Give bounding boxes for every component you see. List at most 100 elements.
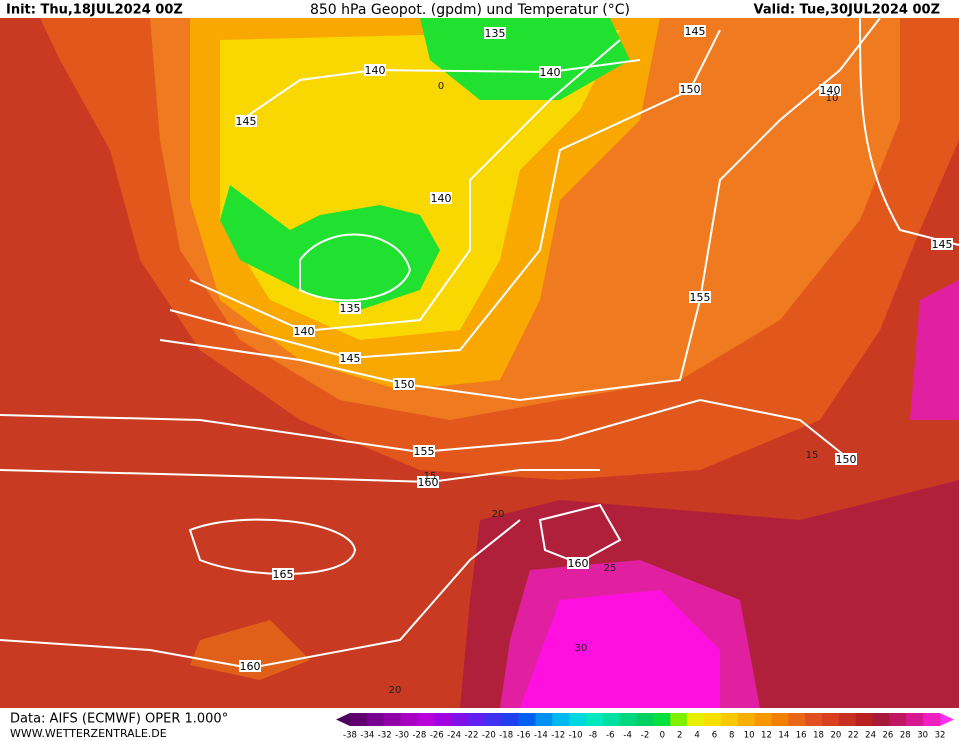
contour-label-box xyxy=(339,352,361,364)
contour-label-box xyxy=(931,238,953,250)
contour-label-box xyxy=(430,192,452,204)
colorbar-label: 14 xyxy=(778,731,789,741)
colorbar-swatch xyxy=(805,713,823,726)
contour-label-box xyxy=(293,325,315,337)
colorbar-swatch xyxy=(451,713,469,726)
contour-label: 160 xyxy=(418,476,439,489)
colorbar-label: -2 xyxy=(641,731,649,741)
contour-label: 145 xyxy=(340,352,361,365)
colorbar-label: -18 xyxy=(499,731,513,741)
contour-label: 140 xyxy=(820,84,841,97)
colorbar-swatch xyxy=(619,713,638,726)
colorbar-label: -30 xyxy=(395,731,409,741)
contour-line xyxy=(0,519,521,670)
contour-label-box xyxy=(567,557,589,569)
colorbar-label: 28 xyxy=(900,731,911,741)
temp-field-atlantic xyxy=(190,620,310,680)
colorbar-swatch xyxy=(569,713,587,726)
colorbar-swatch xyxy=(366,713,385,726)
contour-line xyxy=(859,17,959,246)
colorbar-swatch xyxy=(468,713,486,726)
contour-label-box xyxy=(417,476,439,488)
colorbar-label: 18 xyxy=(813,731,824,741)
colorbar-swatch xyxy=(501,713,520,726)
colorbar-label: 4 xyxy=(694,731,699,741)
contour-line xyxy=(299,233,412,302)
colorbar-label: -20 xyxy=(482,731,496,741)
contour-label: 140 xyxy=(540,66,561,79)
colorbar-swatch xyxy=(788,713,806,726)
contour-line xyxy=(159,17,881,402)
colorbar-swatch xyxy=(872,713,890,726)
colorbar-swatch xyxy=(906,713,924,726)
colorbar-label: -26 xyxy=(430,731,444,741)
colorbar-swatch xyxy=(602,713,621,726)
colorbar-label: 12 xyxy=(761,731,772,741)
contour-line xyxy=(538,503,622,565)
colorbar-swatch xyxy=(670,713,688,726)
contour-label-box xyxy=(364,64,386,76)
colorbar-label: 10 xyxy=(744,731,755,741)
colorbar-label: -16 xyxy=(517,731,531,741)
isotherm-label: 0 xyxy=(438,81,444,92)
contour-label-box xyxy=(835,453,857,465)
colorbar-low-arrow xyxy=(336,713,350,726)
colorbar-label: -28 xyxy=(412,731,426,741)
colorbar-label: 32 xyxy=(935,731,946,741)
colorbar-label: -4 xyxy=(623,731,631,741)
contour-label: 140 xyxy=(431,192,452,205)
colorbar-label: -32 xyxy=(378,731,392,741)
colorbar-swatch xyxy=(720,713,739,726)
colorbar-label: 30 xyxy=(917,731,928,741)
contour-label-box xyxy=(539,66,561,78)
valid-time: Valid: Tue,30JUL2024 00Z xyxy=(753,3,940,18)
website: WWW.WETTERZENTRALE.DE xyxy=(10,727,167,740)
contour-label: 155 xyxy=(690,291,711,304)
contour-label-box xyxy=(239,660,261,672)
colorbar-label: -8 xyxy=(589,731,597,741)
colorbar-swatch xyxy=(855,713,874,726)
contour-label-box xyxy=(679,83,701,95)
contour-label: 135 xyxy=(485,27,506,40)
contour-label: 155 xyxy=(414,445,435,458)
colorbar-label: -24 xyxy=(447,731,461,741)
colorbar-label: 16 xyxy=(796,731,807,741)
colorbar-swatch xyxy=(400,713,418,726)
colorbar-label: 24 xyxy=(865,731,876,741)
contour-label: 150 xyxy=(680,83,701,96)
contour-line xyxy=(0,398,851,461)
contour-label-box xyxy=(413,445,435,457)
contour-label-box xyxy=(272,568,294,580)
colorbar-swatch xyxy=(737,713,756,726)
contour-label-box xyxy=(484,27,506,39)
contour-label: 160 xyxy=(568,557,589,570)
contour-label: 140 xyxy=(294,325,315,338)
colorbar-swatch xyxy=(889,713,907,726)
contour-label: 140 xyxy=(365,64,386,77)
colorbar-swatch xyxy=(636,713,654,726)
colorbar-swatch xyxy=(484,713,503,726)
header-bar xyxy=(0,0,959,18)
colorbar-label: 26 xyxy=(883,731,894,741)
colorbar-label: -10 xyxy=(569,731,583,741)
colorbar-label: -22 xyxy=(465,731,479,741)
colorbar-swatch xyxy=(754,713,772,726)
colorbar-swatch xyxy=(586,713,604,726)
colorbar-swatch xyxy=(417,713,435,726)
contour-label: 145 xyxy=(236,115,257,128)
contour-label-box xyxy=(819,84,841,96)
colorbar-swatch xyxy=(535,713,553,726)
map-title: 850 hPa Geopot. (gpdm) und Temperatur (°… xyxy=(310,2,630,18)
isotherm-label: 20 xyxy=(492,509,505,520)
colorbar-label: -38 xyxy=(343,731,357,741)
colorbar-high-arrow xyxy=(940,713,954,726)
isotherm-label: 30 xyxy=(575,643,588,654)
temp-field-extreme xyxy=(520,590,720,708)
contour-label: 150 xyxy=(394,378,415,391)
isotherm-label: 25 xyxy=(604,563,617,574)
colorbar-label: 8 xyxy=(729,731,734,741)
contour-label-box xyxy=(339,302,361,314)
data-source: Data: AIFS (ECMWF) OPER 1.000° xyxy=(10,712,228,727)
colorbar-label: -12 xyxy=(551,731,565,741)
